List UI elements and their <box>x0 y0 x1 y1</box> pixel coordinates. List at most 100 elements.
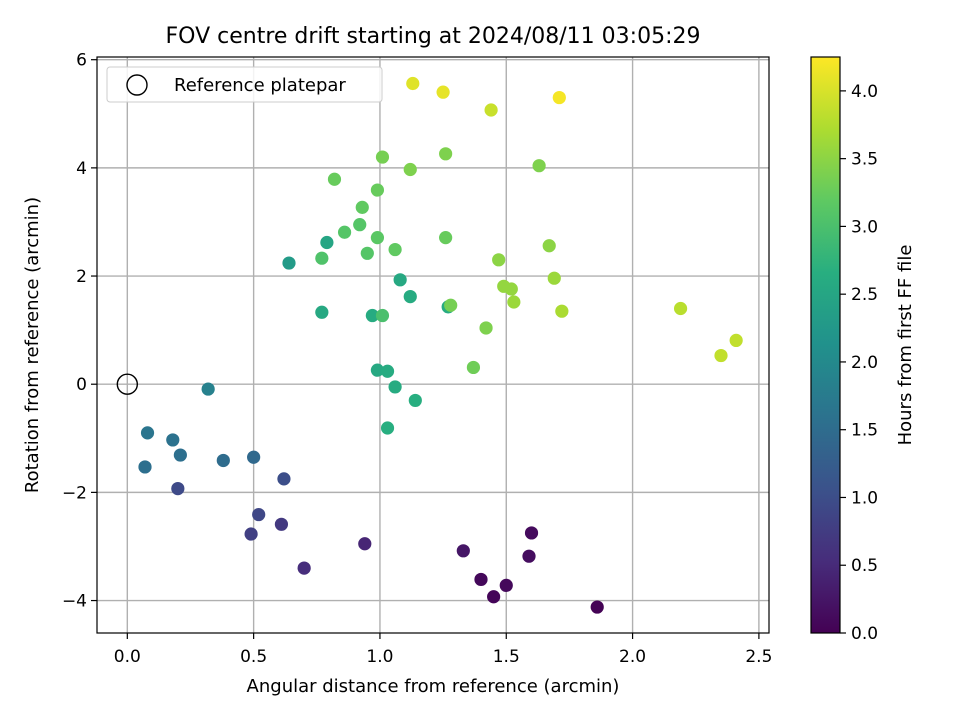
data-point <box>274 517 289 531</box>
data-points <box>138 76 743 614</box>
data-point <box>542 239 556 253</box>
data-point <box>479 321 493 335</box>
data-point <box>406 76 420 91</box>
data-point <box>522 549 536 563</box>
data-point <box>403 162 417 177</box>
data-point <box>337 225 352 239</box>
data-point <box>320 235 334 250</box>
data-point <box>408 393 422 408</box>
colorbar-tick-label: 0.5 <box>851 556 878 576</box>
data-point <box>729 333 743 348</box>
data-point <box>252 507 266 522</box>
colorbar: 0.0 0.5 1.0 1.5 2.0 2.5 3.0 3.5 4.0 Hours from f… <box>810 56 916 644</box>
data-point <box>370 363 385 377</box>
data-point <box>315 305 329 319</box>
data-point <box>380 421 395 435</box>
data-point <box>360 246 374 260</box>
data-point <box>466 360 481 375</box>
data-point <box>439 147 453 161</box>
data-point <box>358 537 372 551</box>
y-tick-label: 2 <box>76 267 87 287</box>
x-tick-label: 0.0 <box>114 647 141 667</box>
y-tick-label: 4 <box>76 159 87 179</box>
y-tick-label: −2 <box>62 483 87 503</box>
colorbar-tick-label: 2.0 <box>851 353 878 373</box>
data-point <box>282 256 296 270</box>
data-point <box>555 304 569 318</box>
data-point <box>166 433 180 447</box>
data-point <box>138 460 152 474</box>
y-axis-label: Rotation from reference (arcmin) <box>22 197 43 493</box>
data-point <box>499 578 513 593</box>
data-point <box>388 242 402 257</box>
data-point <box>388 380 402 394</box>
data-point <box>504 282 518 296</box>
reference-point <box>116 373 139 395</box>
legend: Reference platepar <box>106 66 383 103</box>
data-point <box>393 273 407 287</box>
reference-marker <box>116 373 139 395</box>
data-point <box>474 572 488 587</box>
data-point <box>140 426 155 440</box>
data-point <box>375 308 390 323</box>
colorbar-tick-label: 0.0 <box>851 624 878 644</box>
y-tick-label: −4 <box>62 592 87 612</box>
data-point <box>484 103 498 117</box>
data-point <box>277 472 291 486</box>
legend-box <box>106 66 383 103</box>
legend-label-reference: Reference platepar <box>174 75 346 96</box>
x-axis-label: Angular distance from reference (arcmin) <box>247 676 620 697</box>
plot-frame <box>96 56 770 634</box>
data-point <box>315 251 329 265</box>
data-point <box>380 364 395 378</box>
x-tick-label: 1.5 <box>493 647 520 667</box>
grid-lines <box>97 57 769 633</box>
data-point <box>370 231 385 245</box>
data-point <box>216 453 230 468</box>
data-point <box>439 231 453 245</box>
data-point <box>547 271 561 285</box>
colorbar-tick-label: 2.5 <box>851 285 878 305</box>
data-point <box>714 348 728 363</box>
data-point <box>403 289 417 304</box>
data-point <box>173 448 187 462</box>
data-point <box>524 526 539 540</box>
colorbar-ticks: 0.0 0.5 1.0 1.5 2.0 2.5 3.0 3.5 4.0 <box>840 82 878 644</box>
data-point <box>375 150 390 164</box>
data-point <box>365 308 379 323</box>
colorbar-tick-label: 1.0 <box>851 488 878 508</box>
x-tick-label: 2.0 <box>619 647 646 667</box>
colorbar-tick-label: 3.5 <box>851 150 878 170</box>
colorbar-gradient <box>810 56 841 634</box>
data-point <box>244 527 258 541</box>
data-point <box>171 481 185 496</box>
colorbar-tick-label: 4.0 <box>851 82 878 102</box>
data-point <box>436 85 450 99</box>
data-point <box>552 90 566 105</box>
data-point <box>201 382 215 396</box>
y-axis: −4 −2 0 2 4 6 <box>62 51 97 612</box>
y-tick-label: 6 <box>76 51 87 71</box>
data-point <box>444 298 458 312</box>
colorbar-label: Hours from first FF file <box>895 245 916 446</box>
y-tick-label: 0 <box>76 375 87 395</box>
x-tick-label: 1.0 <box>366 647 393 667</box>
x-tick-label: 2.5 <box>745 647 772 667</box>
data-point <box>590 600 604 614</box>
legend-marker-reference <box>126 74 148 96</box>
data-point <box>327 172 342 186</box>
chart-title: FOV centre drift starting at 2024/08/11 … <box>166 24 701 49</box>
data-point <box>507 295 521 309</box>
data-point <box>673 301 688 316</box>
data-point <box>297 561 311 575</box>
plot-area: 0.0 0.5 1.0 1.5 2.0 2.5 −4 −2 0 2 4 6 <box>62 51 772 667</box>
colorbar-tick-label: 1.5 <box>851 421 878 441</box>
x-axis: 0.0 0.5 1.0 1.5 2.0 2.5 <box>114 633 772 667</box>
data-point <box>370 183 385 197</box>
data-point <box>492 253 506 267</box>
data-point <box>532 159 546 173</box>
data-point <box>355 200 369 214</box>
colorbar-tick-label: 3.0 <box>851 217 878 237</box>
data-point <box>353 218 367 232</box>
